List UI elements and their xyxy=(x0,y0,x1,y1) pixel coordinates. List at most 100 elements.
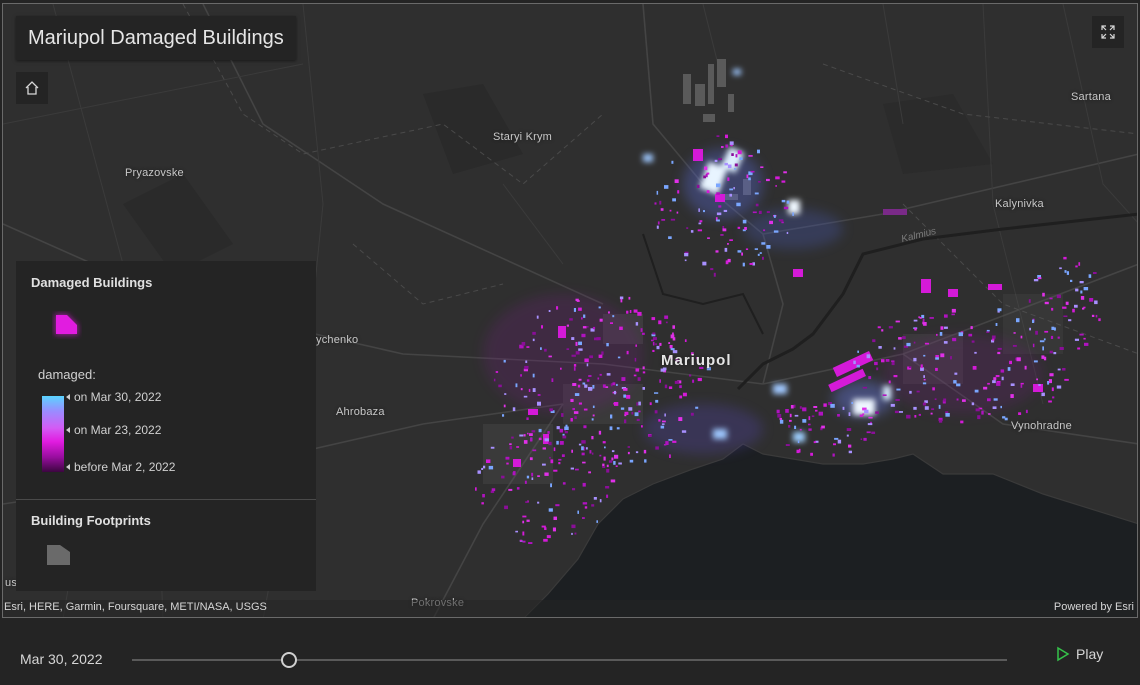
fullscreen-button[interactable] xyxy=(1092,16,1124,48)
damaged-building xyxy=(626,310,629,314)
damaged-building xyxy=(611,450,615,453)
powered-by-esri[interactable]: Powered by Esri xyxy=(1053,601,1134,613)
legend-ramp-label-mid: on Mar 23, 2022 xyxy=(65,423,162,437)
damaged-building xyxy=(859,414,864,417)
damaged-building xyxy=(481,502,484,505)
damaged-building xyxy=(620,407,625,410)
damaged-building xyxy=(553,516,557,520)
damaged-building xyxy=(610,414,613,419)
time-slider-track[interactable] xyxy=(132,659,1007,661)
damaged-building xyxy=(556,306,559,310)
damaged-building xyxy=(992,380,996,384)
damaged-building xyxy=(891,360,895,362)
damaged-building xyxy=(766,245,771,249)
damaged-building xyxy=(773,230,779,233)
damaged-building xyxy=(1009,360,1012,365)
damaged-building xyxy=(529,457,533,461)
damaged-building xyxy=(525,501,529,503)
damaged-building xyxy=(851,402,853,404)
damaged-building xyxy=(574,393,580,396)
time-slider-panel: Mar 30, 2022 Play xyxy=(0,620,1140,685)
damaged-building xyxy=(616,427,620,430)
damaged-building xyxy=(1075,288,1079,292)
damaged-building xyxy=(1063,315,1068,317)
damaged-building xyxy=(610,479,616,483)
damaged-building xyxy=(578,341,582,346)
damaged-building xyxy=(729,193,732,197)
damaged-building xyxy=(1029,327,1031,331)
damaged-building xyxy=(525,360,528,363)
damaged-building xyxy=(571,532,573,535)
damaged-polygon-symbol xyxy=(55,314,78,335)
damaged-building xyxy=(778,219,784,222)
damaged-building xyxy=(727,164,732,169)
damaged-building xyxy=(1057,368,1061,371)
damaged-building xyxy=(706,172,710,175)
damaged-building xyxy=(706,366,711,371)
damaged-building xyxy=(935,357,939,360)
damaged-building xyxy=(642,332,645,335)
damaged-building xyxy=(750,170,755,173)
damaged-building xyxy=(591,418,594,421)
place-label-staryi-krym: Staryi Krym xyxy=(493,131,553,143)
damaged-building xyxy=(635,368,640,372)
damaged-building xyxy=(668,439,673,441)
damaged-building xyxy=(754,192,759,195)
damaged-building xyxy=(746,174,749,179)
damaged-building xyxy=(544,348,547,352)
expand-icon xyxy=(1101,25,1115,39)
damaged-building xyxy=(571,524,576,529)
damaged-building xyxy=(584,358,589,363)
damaged-building xyxy=(604,446,606,449)
damaged-building xyxy=(624,419,627,424)
damaged-building xyxy=(672,332,674,335)
damaged-building xyxy=(670,348,675,351)
damaged-building xyxy=(582,482,586,487)
damaged-building xyxy=(582,502,588,505)
damaged-building xyxy=(978,407,983,410)
damaged-building xyxy=(1051,326,1055,330)
damaged-building xyxy=(483,465,486,469)
damaged-building xyxy=(652,349,655,352)
damaged-building xyxy=(777,414,782,418)
damaged-building xyxy=(614,390,616,395)
damaged-building xyxy=(583,425,587,429)
damaged-building xyxy=(555,504,560,507)
damaged-building xyxy=(821,425,825,429)
damaged-building xyxy=(523,395,528,398)
damaged-building xyxy=(823,403,827,407)
damaged-building xyxy=(913,319,918,322)
damaged-building xyxy=(796,449,800,454)
damaged-building xyxy=(977,415,981,420)
damaged-building xyxy=(914,327,917,331)
damaged-building xyxy=(566,348,570,350)
damaged-building xyxy=(605,486,610,489)
damaged-building xyxy=(716,192,720,195)
damaged-building xyxy=(570,418,573,422)
damaged-building xyxy=(761,242,766,245)
damaged-building xyxy=(672,337,676,341)
play-label: Play xyxy=(1076,646,1104,662)
map-view[interactable]: Staryi Krym Pryazovske Sartana Kalynivka… xyxy=(2,3,1138,618)
damaged-building xyxy=(936,333,938,336)
damaged-building xyxy=(550,459,554,464)
damaged-building xyxy=(943,341,948,344)
damaged-building xyxy=(1074,304,1078,308)
home-button[interactable] xyxy=(16,72,48,104)
play-button[interactable]: Play xyxy=(1056,646,1103,662)
damaged-building xyxy=(669,345,673,349)
damaged-building xyxy=(541,525,546,528)
damaged-building xyxy=(583,314,586,318)
damaged-building xyxy=(1083,337,1086,340)
damaged-building xyxy=(548,508,553,512)
damaged-building xyxy=(856,364,860,368)
damaged-building xyxy=(724,162,728,166)
damaged-building xyxy=(523,368,528,372)
damaged-building xyxy=(997,347,1002,350)
time-slider-thumb[interactable] xyxy=(280,652,297,668)
damaged-building xyxy=(1020,335,1023,339)
damaged-building xyxy=(888,326,893,329)
damaged-building xyxy=(1079,281,1084,284)
damaged-building xyxy=(678,417,683,421)
damaged-building xyxy=(668,236,672,239)
